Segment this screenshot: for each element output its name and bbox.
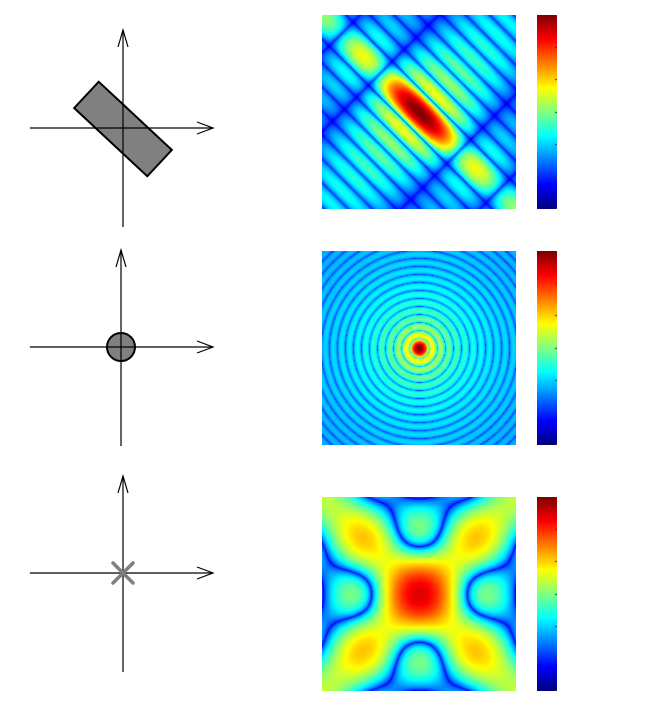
x-axis-arrowhead xyxy=(196,566,215,580)
diffraction-map-circle xyxy=(322,251,516,445)
row-circle xyxy=(0,236,652,469)
aperture-diagram-circle xyxy=(30,247,215,446)
x-axis-arrowhead xyxy=(196,340,215,354)
colorbar-rectangle xyxy=(537,15,557,209)
y-axis-arrowhead xyxy=(115,247,127,268)
aperture-diagram-cross xyxy=(30,473,215,672)
y-axis-arrowhead xyxy=(117,27,129,48)
diffraction-map-rectangle xyxy=(322,15,516,209)
aperture-diagram-rectangle xyxy=(30,27,215,227)
y-axis-arrowhead xyxy=(117,473,129,494)
row-cross xyxy=(0,472,652,705)
x-axis-arrowhead xyxy=(196,121,215,135)
cross-aperture-shape xyxy=(111,561,135,585)
colorbar-cross xyxy=(537,497,557,691)
row-rectangle xyxy=(0,0,652,233)
colorbar-circle xyxy=(537,251,557,445)
diffraction-map-cross xyxy=(322,497,516,691)
